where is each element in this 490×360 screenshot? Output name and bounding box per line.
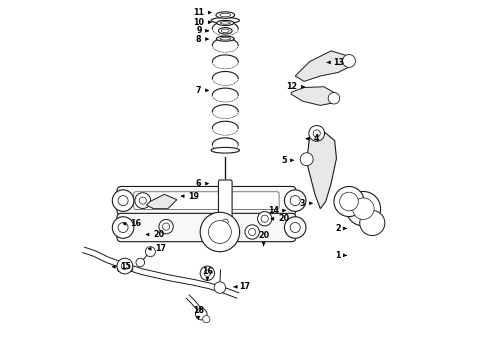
Text: 19: 19 (181, 192, 199, 201)
Text: 6: 6 (196, 179, 208, 188)
Circle shape (353, 198, 374, 220)
Ellipse shape (218, 21, 233, 24)
Text: 20: 20 (258, 231, 269, 246)
Circle shape (196, 309, 207, 320)
Circle shape (313, 130, 320, 137)
Circle shape (146, 247, 155, 257)
Circle shape (340, 192, 358, 211)
FancyBboxPatch shape (117, 186, 296, 215)
Text: 17: 17 (234, 282, 250, 291)
Circle shape (117, 258, 133, 274)
Text: 16: 16 (202, 267, 213, 280)
Text: 12: 12 (286, 82, 304, 91)
Text: 10: 10 (193, 18, 211, 27)
Ellipse shape (217, 21, 234, 26)
Ellipse shape (220, 37, 231, 40)
Text: 14: 14 (268, 206, 285, 215)
Circle shape (139, 197, 147, 204)
Ellipse shape (211, 147, 240, 153)
FancyBboxPatch shape (134, 192, 279, 210)
Circle shape (222, 219, 228, 225)
Text: 2: 2 (336, 224, 346, 233)
Ellipse shape (211, 18, 240, 23)
Circle shape (248, 228, 256, 235)
Circle shape (261, 215, 269, 222)
Circle shape (219, 216, 232, 228)
Circle shape (214, 282, 225, 293)
Circle shape (135, 193, 151, 208)
Polygon shape (147, 194, 177, 209)
Text: 11: 11 (193, 8, 211, 17)
Ellipse shape (216, 36, 234, 41)
Text: 4: 4 (306, 134, 319, 143)
Text: 5: 5 (282, 156, 294, 165)
Text: 1: 1 (336, 251, 346, 260)
Polygon shape (307, 132, 337, 209)
Text: 9: 9 (197, 26, 208, 35)
Circle shape (136, 258, 145, 267)
Circle shape (112, 217, 134, 238)
Polygon shape (295, 51, 353, 81)
Text: 3: 3 (299, 199, 312, 208)
Ellipse shape (221, 29, 229, 33)
Circle shape (163, 223, 170, 230)
Ellipse shape (220, 22, 230, 24)
Circle shape (290, 222, 300, 233)
Text: 15: 15 (112, 262, 131, 271)
Circle shape (334, 186, 364, 217)
Circle shape (112, 190, 134, 211)
Circle shape (118, 195, 128, 206)
Text: 8: 8 (196, 35, 208, 44)
Circle shape (245, 225, 259, 239)
FancyBboxPatch shape (219, 180, 232, 220)
Text: 20: 20 (271, 214, 289, 223)
Circle shape (203, 316, 210, 323)
FancyBboxPatch shape (118, 266, 133, 271)
Circle shape (346, 192, 381, 226)
Polygon shape (291, 87, 337, 105)
Circle shape (122, 262, 128, 270)
Circle shape (285, 217, 306, 238)
Circle shape (300, 153, 313, 166)
Ellipse shape (220, 13, 231, 17)
Circle shape (360, 211, 385, 235)
FancyBboxPatch shape (117, 213, 296, 242)
Text: 17: 17 (148, 244, 167, 253)
Text: 13: 13 (327, 58, 344, 67)
Ellipse shape (219, 28, 232, 34)
Text: 20: 20 (146, 230, 165, 239)
Text: 7: 7 (196, 86, 208, 95)
Circle shape (204, 270, 211, 276)
Circle shape (258, 212, 272, 226)
Circle shape (309, 126, 324, 141)
Text: 16: 16 (123, 219, 142, 228)
Circle shape (118, 222, 128, 233)
Ellipse shape (216, 12, 235, 18)
Circle shape (343, 54, 355, 67)
Circle shape (208, 221, 231, 243)
Circle shape (159, 220, 173, 234)
Circle shape (200, 212, 240, 252)
Circle shape (328, 93, 340, 104)
Circle shape (285, 190, 306, 211)
Circle shape (200, 266, 215, 280)
Text: 18: 18 (193, 306, 204, 319)
Circle shape (290, 195, 300, 206)
